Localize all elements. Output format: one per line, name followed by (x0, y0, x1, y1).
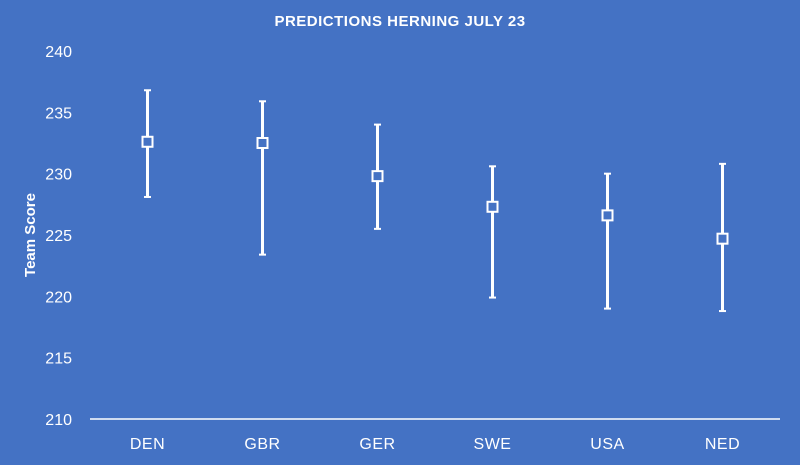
error-bars (144, 89, 726, 313)
data-point-marker (486, 200, 499, 213)
y-tick-label: 220 (45, 289, 72, 306)
y-tick-label: 240 (45, 44, 72, 61)
data-markers (141, 135, 729, 245)
x-tick-label: DEN (130, 436, 165, 453)
chart-title: PREDICTIONS HERNING JULY 23 (274, 13, 525, 30)
y-tick-label: 215 (45, 351, 72, 368)
data-point-marker (371, 170, 384, 183)
y-axis-label: Team Score (22, 193, 39, 277)
data-point-marker (716, 232, 729, 245)
data-point-marker (601, 209, 614, 222)
x-tick-label: GBR (244, 436, 280, 453)
x-tick-label: NED (705, 436, 740, 453)
x-tick-label: SWE (474, 436, 512, 453)
data-point-marker (141, 135, 154, 148)
y-axis-ticks: 210 215 220 225 230 235 240 (45, 44, 72, 429)
y-tick-label: 235 (45, 105, 72, 122)
x-axis-categories: DEN GBR GER SWE USA NED (130, 436, 740, 453)
data-point-marker (256, 137, 269, 149)
y-tick-label: 230 (45, 167, 72, 184)
y-tick-label: 210 (45, 412, 72, 429)
y-tick-label: 225 (45, 228, 72, 245)
x-tick-label: USA (590, 436, 624, 453)
x-tick-label: GER (359, 436, 395, 453)
